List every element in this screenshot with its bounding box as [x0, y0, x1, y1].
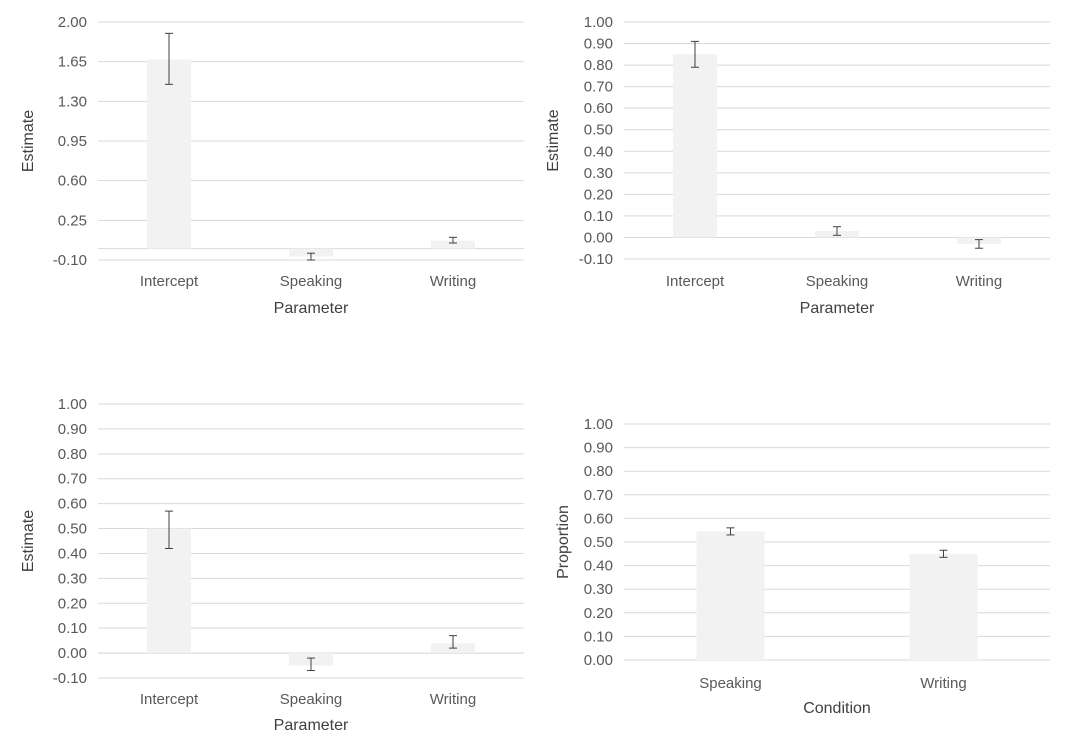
y-tick-label: 0.90: [584, 36, 613, 53]
bar: [696, 531, 765, 660]
x-tick-label: Intercept: [666, 273, 725, 290]
y-tick-label: 0.60: [584, 510, 613, 527]
x-tick-label: Writing: [430, 273, 476, 290]
x-axis-title: Parameter: [274, 717, 349, 734]
y-tick-label: 0.60: [584, 100, 613, 117]
y-tick-label: 0.90: [584, 440, 613, 457]
x-tick-label: Speaking: [806, 273, 869, 290]
y-tick-label: 0.50: [584, 122, 613, 139]
x-tick-label: Speaking: [280, 691, 343, 708]
x-tick-label: Writing: [920, 675, 966, 692]
y-tick-label: -0.10: [53, 252, 87, 269]
y-tick-label: 0.25: [58, 212, 87, 229]
y-tick-label: 0.20: [584, 605, 613, 622]
y-tick-label: 0.90: [58, 421, 87, 438]
y-tick-label: 0.40: [584, 143, 613, 160]
y-axis-title: Estimate: [20, 110, 37, 172]
x-tick-label: Intercept: [140, 691, 199, 708]
y-tick-label: -0.10: [53, 670, 87, 687]
x-axis-title: Parameter: [800, 300, 875, 317]
x-tick-label: Writing: [430, 691, 476, 708]
y-tick-label: 0.70: [584, 79, 613, 96]
chart-panel-4: 1.00 0.90 0.80 0.70 0.60 0.50 0.40 0.30 0.20 0.10…: [555, 416, 1050, 717]
chart-panel-2: 1.00 0.90 0.80 0.70 0.60 0.50 0.40 0.30 0.20 0.10…: [545, 14, 1050, 317]
y-tick-label: 0.30: [58, 570, 87, 587]
y-tick-label: 0.20: [58, 595, 87, 612]
y-tick-label: 0.00: [584, 652, 613, 669]
bar: [289, 248, 333, 257]
chart-panel-3: 1.00 0.90 0.80 0.70 0.60 0.50 0.40 0.30 0.20 0.10…: [20, 396, 524, 734]
y-tick-label: 0.50: [58, 521, 87, 538]
y-tick-label: 0.30: [584, 581, 613, 598]
y-tick-label: 0.80: [584, 463, 613, 480]
x-tick-label: Intercept: [140, 273, 199, 290]
y-tick-label: 0.40: [58, 545, 87, 562]
bar: [147, 528, 191, 654]
y-tick-label: 0.95: [58, 133, 87, 150]
y-axis-title: Estimate: [20, 510, 37, 572]
y-tick-label: 1.00: [584, 14, 613, 31]
y-tick-label: 0.00: [58, 645, 87, 662]
y-axis-title: Estimate: [545, 109, 562, 171]
x-tick-label: Speaking: [699, 675, 762, 692]
x-axis-title: Parameter: [274, 300, 349, 317]
y-tick-label: 0.10: [584, 628, 613, 645]
y-tick-label: 0.30: [584, 165, 613, 182]
y-tick-label: 0.60: [58, 496, 87, 513]
y-tick-label: 0.70: [584, 487, 613, 504]
y-tick-label: 1.00: [584, 416, 613, 433]
y-tick-label: 2.00: [58, 14, 87, 31]
bar: [673, 54, 717, 238]
y-tick-label: 0.00: [584, 229, 613, 246]
y-tick-label: 0.50: [584, 534, 613, 551]
y-tick-label: 0.60: [58, 173, 87, 190]
bar: [909, 553, 978, 660]
y-tick-label: 0.80: [584, 57, 613, 74]
y-axis-title: Proportion: [555, 505, 572, 579]
x-axis-title: Condition: [803, 700, 871, 717]
y-tick-label: 0.20: [584, 186, 613, 203]
y-tick-label: 1.00: [58, 396, 87, 413]
y-tick-label: 1.65: [58, 54, 87, 71]
x-tick-label: Speaking: [280, 273, 343, 290]
x-tick-label: Writing: [956, 273, 1002, 290]
bar: [147, 59, 191, 249]
y-tick-label: 0.10: [584, 208, 613, 225]
bar: [431, 240, 475, 249]
chart-panel-1: 2.00 1.65 1.30 0.95 0.60 0.25 -0.10 Intercept Sp…: [20, 14, 524, 317]
y-tick-label: 0.40: [584, 558, 613, 575]
y-tick-label: 0.70: [58, 471, 87, 488]
y-tick-label: 1.30: [58, 93, 87, 110]
y-tick-label: -0.10: [579, 251, 613, 268]
y-tick-label: 0.80: [58, 446, 87, 463]
y-tick-label: 0.10: [58, 620, 87, 637]
